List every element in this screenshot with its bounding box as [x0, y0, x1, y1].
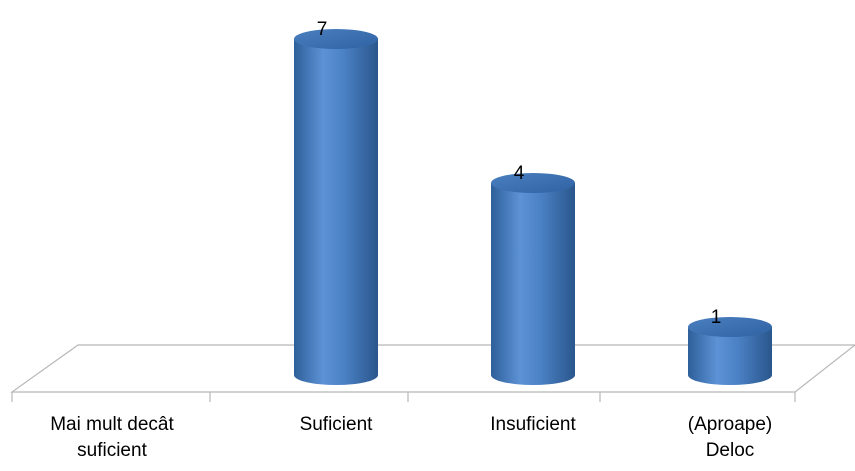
- category-label: Suficient: [299, 414, 373, 435]
- bar-top: [491, 173, 575, 193]
- bar-body: [491, 183, 575, 385]
- category-label: Mai mult decât suficient: [50, 414, 174, 461]
- bar-body: [688, 327, 772, 385]
- data-labels-group: 7 4 1: [317, 19, 722, 328]
- data-label: 4: [514, 163, 525, 184]
- category-label: (Aproape) Deloc: [687, 414, 773, 461]
- category-label: Insuficient: [490, 414, 576, 435]
- data-label: 1: [711, 307, 722, 328]
- x-axis-ticks: [11, 392, 796, 402]
- data-label: 7: [317, 19, 328, 40]
- bars-group: [294, 29, 772, 385]
- bar-4: [688, 317, 772, 385]
- bar-top: [294, 29, 378, 49]
- bar-3: [491, 173, 575, 385]
- bar-top: [688, 317, 772, 337]
- bar-body: [294, 39, 378, 385]
- bar-2: [294, 29, 378, 385]
